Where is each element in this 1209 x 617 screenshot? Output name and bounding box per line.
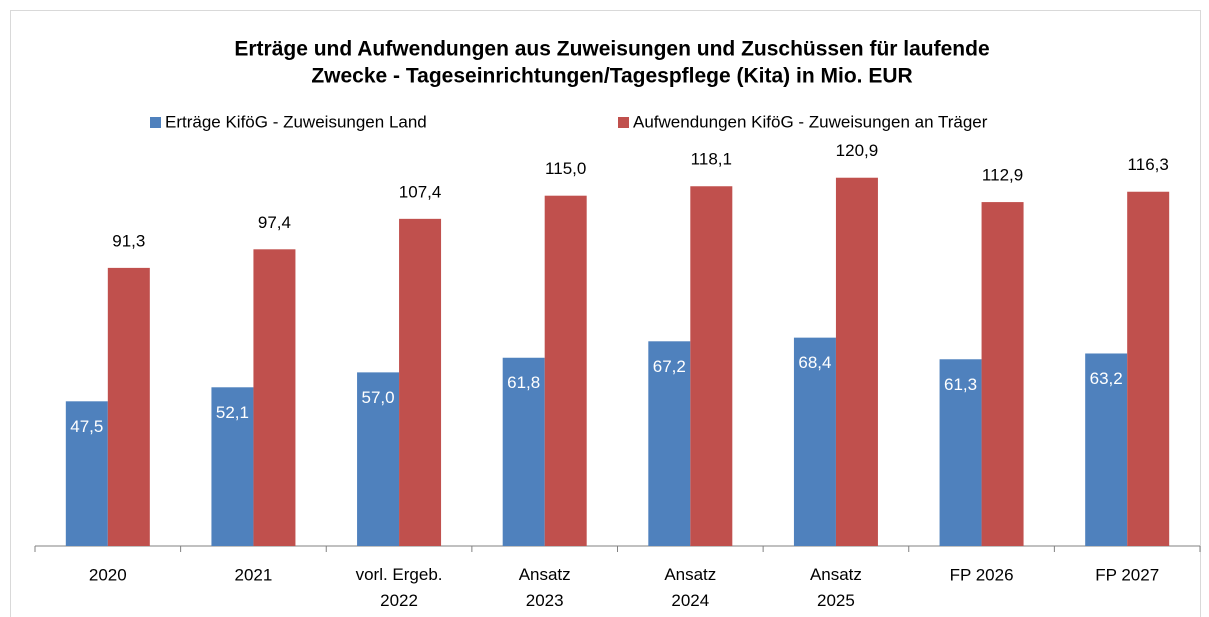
- bar: [65, 401, 108, 546]
- value-label: 97,4: [258, 213, 291, 232]
- x-tick-label: vorl. Ergeb. 2022: [356, 565, 443, 610]
- value-label: 116,3: [1128, 155, 1169, 174]
- bar: [690, 186, 733, 546]
- legend-label: Aufwendungen KiföG - Zuweisungen an Träg…: [633, 112, 988, 131]
- value-label: 47,5: [70, 417, 103, 436]
- legend-swatch: [150, 117, 161, 128]
- value-label: 91,3: [112, 231, 145, 250]
- bar: [544, 195, 587, 546]
- value-label: 52,1: [216, 403, 249, 422]
- bar: [793, 337, 836, 546]
- value-label: 115,0: [545, 159, 586, 178]
- bar: [253, 249, 296, 546]
- value-label: 107,4: [399, 182, 442, 201]
- value-label: 61,3: [944, 375, 977, 394]
- value-label: 61,8: [507, 373, 540, 392]
- bar: [939, 359, 982, 546]
- bar: [107, 267, 150, 546]
- value-label: 63,2: [1090, 369, 1123, 388]
- value-label: 57,0: [362, 388, 395, 407]
- value-label: 68,4: [798, 353, 831, 372]
- bar: [399, 218, 442, 546]
- x-tick-label: 2020: [89, 565, 127, 584]
- value-label: 120,9: [836, 141, 879, 160]
- x-tick-label: Ansatz 2025: [810, 565, 862, 610]
- x-tick-label: Ansatz 2023: [519, 565, 571, 610]
- legend-swatch: [618, 117, 629, 128]
- bar: [1127, 191, 1170, 547]
- chart-frame: [10, 10, 1201, 617]
- bar: [648, 341, 691, 546]
- x-tick-label: FP 2026: [950, 565, 1014, 584]
- legend-label: Erträge KiföG - Zuweisungen Land: [165, 112, 427, 131]
- value-label: 118,1: [691, 150, 732, 169]
- bar: [981, 202, 1024, 546]
- bar: [211, 387, 254, 546]
- x-tick-label: 2021: [235, 565, 273, 584]
- bar: [1085, 353, 1128, 546]
- chart-title: Erträge und Aufwendungen aus Zuweisungen…: [234, 38, 989, 61]
- value-label: 112,9: [982, 166, 1023, 185]
- x-tick-label: FP 2027: [1095, 565, 1159, 584]
- bar: [357, 372, 400, 546]
- bar: [835, 177, 878, 546]
- value-label: 67,2: [653, 357, 686, 376]
- x-tick-label: Ansatz 2024: [664, 565, 716, 610]
- chart-title: Zwecke - Tageseinrichtungen/Tagespflege …: [311, 65, 912, 88]
- bar: [502, 357, 545, 546]
